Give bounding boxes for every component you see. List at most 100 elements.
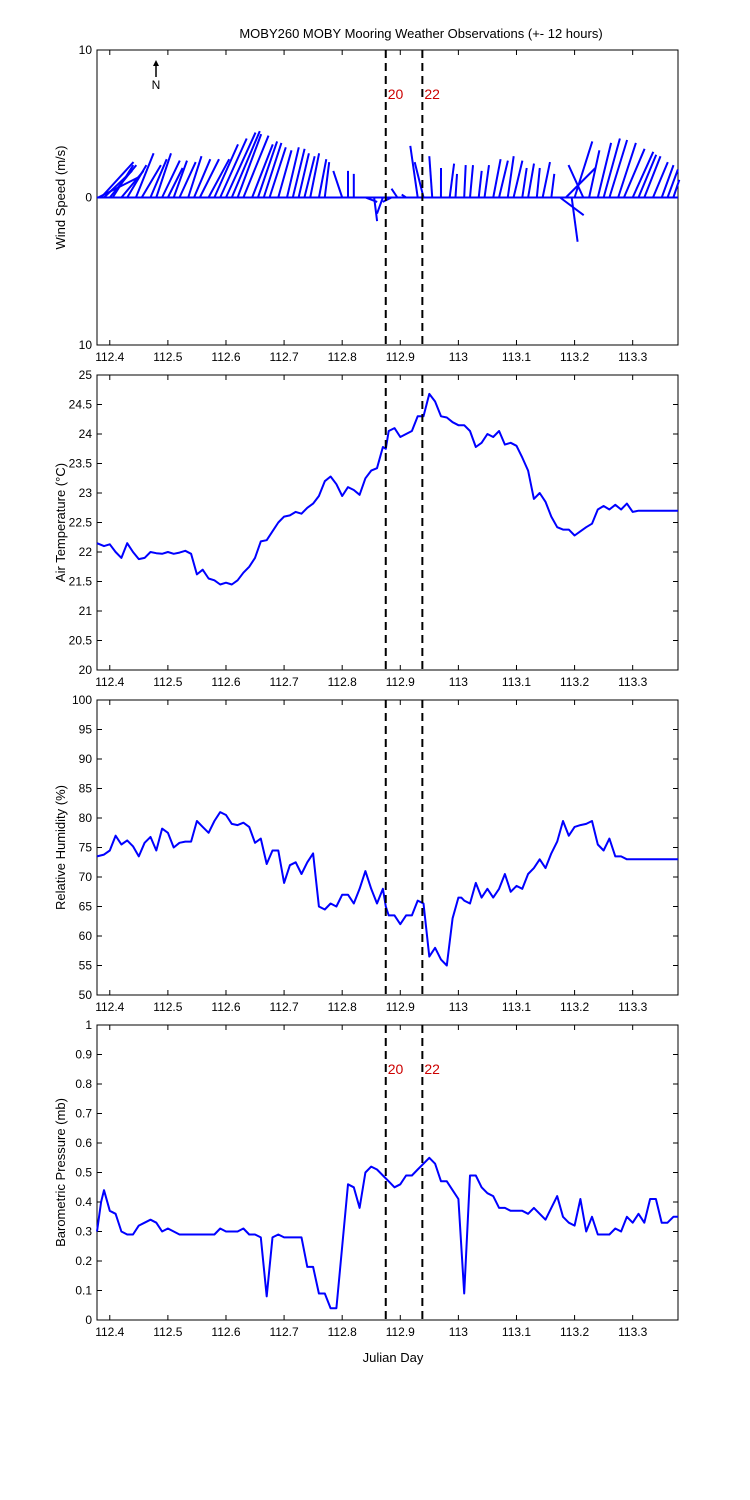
y-tick-label: 10	[79, 43, 93, 57]
x-tick-label: 112.8	[328, 350, 357, 364]
wind-stick	[297, 153, 310, 198]
x-tick-label: 113.1	[502, 350, 531, 364]
y-tick-label: 0.1	[75, 1284, 92, 1298]
data-line	[96, 1156, 678, 1310]
x-tick-label: 112.5	[153, 1000, 182, 1014]
panel-4: 112.4 112.5 112.6 112.7 112.8 112.9 113 113.1 11…	[53, 1018, 679, 1339]
wind-stick	[187, 155, 203, 198]
figure-title: MOBY260 MOBY Mooring Weather Observation…	[239, 26, 602, 41]
y-tick-label: 0	[85, 191, 92, 205]
x-tick-label: 113	[449, 675, 468, 689]
wind-stick	[376, 197, 384, 215]
y-tick-label: 0.9	[75, 1048, 92, 1062]
wind-stick	[198, 158, 220, 198]
y-tick-label: 23	[79, 486, 93, 500]
wind-stick	[652, 161, 669, 198]
x-tick-label: 112.4	[95, 1325, 124, 1339]
y-axis-label: Air Temperature (°C)	[53, 463, 68, 582]
y-tick-label: 65	[79, 900, 93, 914]
y-tick-label: 1	[85, 1018, 92, 1032]
wind-stick	[608, 139, 629, 198]
x-tick-label: 113.3	[618, 1000, 647, 1014]
x-tick-label: 112.9	[386, 1325, 415, 1339]
x-tick-label: 112.6	[211, 350, 240, 364]
panel-2: 112.4 112.5 112.6 112.7 112.8 112.9 113 113.1 11…	[53, 368, 679, 689]
wind-stick	[506, 156, 515, 198]
wind-stick	[268, 146, 287, 198]
x-tick-label: 113.1	[502, 1325, 531, 1339]
y-tick-label: 10	[79, 338, 93, 352]
y-tick-label: 85	[79, 782, 93, 796]
wind-stick	[225, 132, 257, 198]
x-tick-label: 112.4	[95, 1000, 124, 1014]
wind-stick	[303, 155, 316, 198]
wind-stick	[309, 153, 321, 198]
x-tick-label: 112.7	[270, 1000, 299, 1014]
x-tick-label: 113.2	[560, 1000, 589, 1014]
panel-3: 112.4 112.5 112.6 112.7 112.8 112.9 113 113.1 11…	[53, 693, 679, 1014]
x-tick-label: 112.4	[95, 675, 124, 689]
y-tick-label: 22.5	[69, 516, 93, 530]
y-axis-label: Relative Humidity (%)	[53, 785, 68, 910]
x-tick-label: 112.6	[211, 675, 240, 689]
wind-stick	[512, 160, 524, 198]
wind-stick	[535, 167, 541, 198]
wind-stick	[382, 196, 393, 203]
x-tick-label: 113.2	[560, 350, 589, 364]
x-tick-label: 112.8	[328, 1000, 357, 1014]
wind-stick	[111, 164, 135, 199]
y-tick-label: 70	[79, 870, 93, 884]
wind-stick	[213, 143, 239, 198]
wind-stick	[602, 138, 621, 198]
wind-stick	[317, 159, 328, 198]
wind-stick	[323, 161, 331, 198]
wind-stick	[567, 164, 585, 198]
wind-stick	[588, 150, 601, 198]
x-tick-label: 112.8	[328, 1325, 357, 1339]
y-tick-label: 60	[79, 929, 93, 943]
x-tick-label: 113	[449, 350, 468, 364]
y-tick-label: 21.5	[69, 575, 93, 589]
y-tick-label: 20.5	[69, 634, 93, 648]
x-tick-label: 113.3	[618, 350, 647, 364]
wind-stick	[570, 197, 579, 242]
wind-stick	[483, 164, 490, 198]
y-tick-label: 0.6	[75, 1136, 92, 1150]
wind-stick	[565, 167, 597, 199]
north-label: N	[152, 78, 161, 92]
y-tick-label: 24	[79, 427, 93, 441]
wind-stick	[527, 163, 535, 198]
x-tick-label: 113.1	[502, 675, 531, 689]
x-tick-label: 112.6	[211, 1325, 240, 1339]
x-tick-label: 112.9	[386, 675, 415, 689]
wind-stick	[149, 158, 168, 198]
wind-stick	[242, 135, 270, 198]
wind-stick	[332, 170, 344, 198]
y-tick-label: 50	[79, 988, 93, 1002]
x-tick-label: 113.2	[560, 1325, 589, 1339]
wind-stick	[660, 164, 675, 198]
x-tick-label: 112.5	[153, 350, 182, 364]
x-tick-label: 112.7	[270, 675, 299, 689]
x-tick-label: 112.9	[386, 1000, 415, 1014]
wind-stick	[463, 165, 467, 198]
wind-stick	[390, 188, 399, 199]
wind-stick	[161, 160, 181, 198]
wind-stick	[193, 158, 212, 198]
y-tick-label: 0	[85, 1313, 92, 1327]
x-tick-label: 112.8	[328, 675, 357, 689]
wind-stick	[596, 142, 613, 198]
x-axis-label: Julian Day	[363, 1350, 424, 1365]
wind-stick	[492, 159, 502, 198]
wind-stick	[643, 155, 662, 198]
wind-stick	[155, 152, 172, 198]
x-tick-label: 112.5	[153, 675, 182, 689]
wind-stick	[469, 165, 474, 198]
north-arrow-icon	[153, 60, 159, 66]
x-tick-label: 113.3	[618, 675, 647, 689]
wind-stick	[256, 141, 279, 198]
y-tick-label: 0.7	[75, 1107, 92, 1121]
data-line	[96, 392, 678, 586]
x-tick-label: 112.5	[153, 1325, 182, 1339]
